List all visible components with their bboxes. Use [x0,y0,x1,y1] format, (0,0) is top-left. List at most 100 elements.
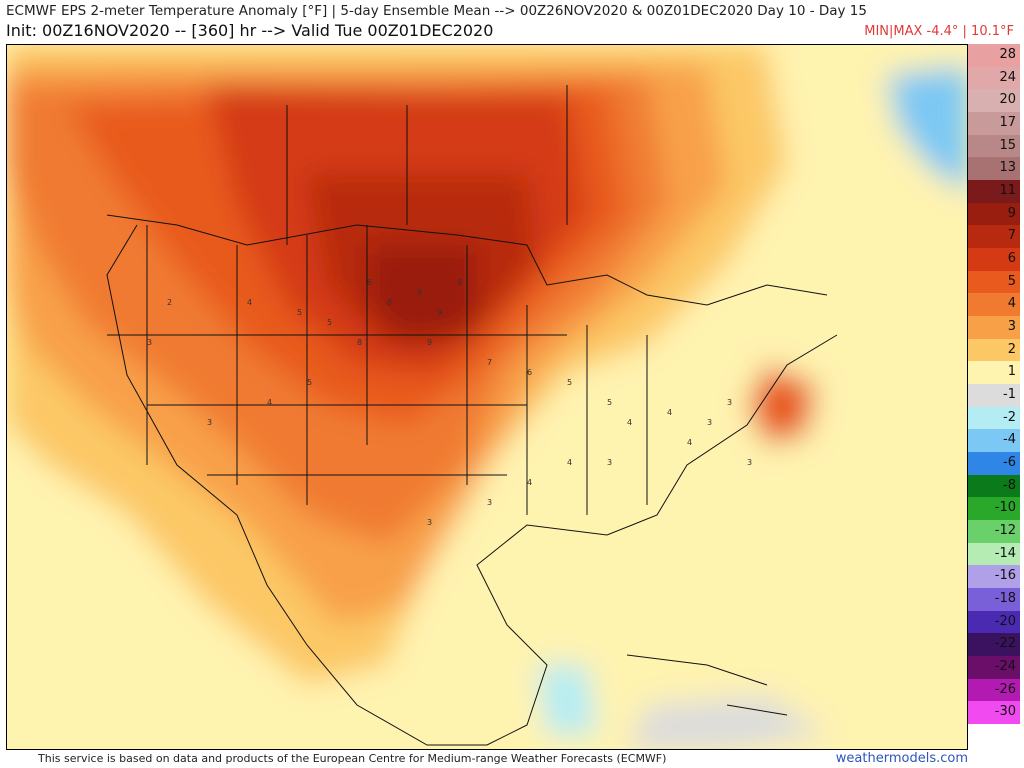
anomaly-value-label: 9 [437,308,442,317]
legend-entry: 7 [968,225,1020,248]
legend-entry: -26 [968,678,1020,702]
anomaly-value-label: 4 [567,458,572,467]
anomaly-value-label: 3 [207,418,212,427]
legend-label: 3 [1007,319,1016,334]
legend-label: 6 [1007,251,1016,266]
anomaly-value-label: 8 [387,298,392,307]
legend-label: -30 [994,704,1016,720]
legend-label: -14 [994,545,1016,561]
boundaries [106,85,838,746]
caribbean [626,654,788,716]
legend-label: -24 [994,659,1016,674]
legend-label: -8 [1003,477,1016,493]
legend-label: 20 [999,92,1016,108]
anomaly-value-label: 5 [567,378,572,387]
anomaly-value-label: 5 [307,378,312,387]
anomaly-value-label: 6 [367,278,372,287]
legend-entry: -4 [968,429,1020,452]
legend-label: 2 [1007,341,1016,357]
legend-label: 13 [999,160,1016,176]
anomaly-value-label: 4 [667,408,672,417]
legend-entry: -24 [968,656,1020,679]
legend-label: 9 [1007,205,1016,221]
legend-label: -12 [994,523,1016,538]
anomaly-value-label: 5 [327,318,332,327]
legend-label: -6 [1003,455,1016,470]
legend-label: 15 [999,137,1016,153]
anomaly-value-label: 8 [357,338,362,347]
legend-label: -16 [994,568,1016,584]
minmax-readout: MIN|MAX -4.4° | 10.1°F [864,24,1014,39]
legend-entry: 1 [968,361,1020,384]
legend-label: -1 [1003,387,1016,402]
legend-entry: -14 [968,542,1020,566]
legend-label: -10 [994,500,1016,516]
map-canvas: 9 9 8 9 8 9 7 6 5 5 4 4 3 3 4 3 5 4 3 2 3 4 5 3 4 4 3 3 6 5 [7,45,967,749]
anomaly-value-label: 5 [297,308,302,317]
anomaly-value-label: 3 [427,518,432,527]
legend-entry: 2 [968,338,1020,362]
legend-label: -2 [1003,409,1016,425]
legend-label: 28 [999,47,1016,62]
anomaly-value-label: 5 [607,398,612,407]
anomaly-value-label: 4 [527,478,532,487]
anomaly-value-label: 4 [627,418,632,427]
anomaly-value-label: 9 [457,278,462,287]
anomaly-value-label: 7 [487,358,492,367]
map-title: ECMWF EPS 2-meter Temperature Anomaly [°… [6,3,867,19]
map-subtitle: Init: 00Z16NOV2020 -- [360] hr --> Valid… [6,21,494,40]
legend-entry: -12 [968,520,1020,543]
legend-label: 4 [1007,296,1016,312]
anomaly-value-label: 3 [487,498,492,507]
legend-entry: 15 [968,134,1020,158]
anomaly-value-label: 9 [417,288,422,297]
legend-entry: -18 [968,588,1020,611]
color-legend: 28 24 20 17 15 13 11 9 7 6 5 4 3 2 1 -1 -2 -4 -6 -8 -10 -12 -1… [968,44,1020,724]
legend-entry: 24 [968,66,1020,90]
data-credit: This service is based on data and produc… [38,752,667,765]
anomaly-value-label: 4 [267,398,272,407]
anomaly-value-label: 3 [147,338,152,347]
legend-entry: 28 [968,44,1020,67]
legend-label: 5 [1007,273,1016,289]
anomaly-map: 9 9 8 9 8 9 7 6 5 5 4 4 3 3 4 3 5 4 3 2 3 4 5 3 4 4 3 3 6 5 [6,44,968,750]
legend-entry: 17 [968,112,1020,135]
legend-entry: 20 [968,89,1020,112]
legend-entry: -8 [968,474,1020,498]
legend-entry: -22 [968,633,1020,656]
legend-label: 7 [1007,228,1016,244]
legend-entry: 3 [968,316,1020,339]
legend-label: -4 [1003,432,1016,448]
anomaly-value-label: 3 [727,398,732,407]
legend-entry: 11 [968,180,1020,203]
legend-entry: -1 [968,384,1020,407]
legend-entry: 9 [968,202,1020,226]
anomaly-value-label: 2 [167,298,172,307]
anomaly-value-label: 4 [247,298,252,307]
legend-entry: 5 [968,270,1020,294]
anomaly-value-label: 3 [707,418,712,427]
legend-label: -26 [994,681,1016,697]
legend-label: 1 [1007,364,1016,380]
legend-entry: 6 [968,248,1020,271]
legend-label: 17 [999,115,1016,130]
anomaly-value-label: 9 [427,338,432,347]
anomaly-value-label: 6 [527,368,532,377]
legend-label: -22 [994,636,1016,652]
legend-entry: 4 [968,293,1020,316]
legend-entry: -6 [968,452,1020,475]
legend-label: -18 [994,591,1016,606]
anomaly-value-label: 3 [747,458,752,467]
brand-link[interactable]: weathermodels.com [835,751,968,766]
legend-entry: -30 [968,701,1020,724]
legend-entry: -2 [968,406,1020,430]
legend-label: 24 [999,69,1016,85]
anomaly-value-label: 4 [687,438,692,447]
legend-entry: -16 [968,565,1020,588]
anomaly-field [7,45,967,749]
anomaly-value-label: 3 [607,458,612,467]
legend-entry: 13 [968,157,1020,180]
legend-entry: -10 [968,497,1020,520]
legend-label: -20 [994,613,1016,629]
anomaly-labels: 9 9 8 9 8 9 7 6 5 5 4 4 3 3 4 3 5 4 3 2 3 4 5 3 4 4 3 3 6 5 [147,278,752,527]
